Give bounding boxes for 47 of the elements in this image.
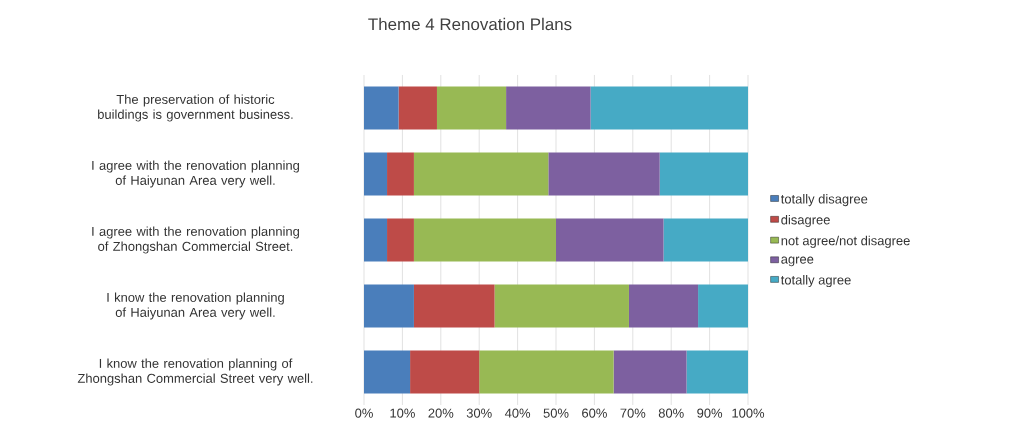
legend-label: disagree [781,214,830,227]
legend-label: agree [781,256,814,267]
chart-title: Theme 4 Renovation Plans [368,17,572,31]
x-tick-label: 100% [732,408,765,418]
x-tick-label: 40% [504,408,531,418]
bar [413,152,549,196]
bar [364,152,388,196]
legend-label: not agree/not disagree [781,235,910,248]
bar [698,284,749,328]
x-tick-label: 50% [543,408,569,418]
bar [556,218,664,262]
legend-label: totally disagree [780,194,868,207]
bar [413,284,495,328]
x-tick-label: 90% [697,408,723,418]
bar [364,284,414,328]
x-tick-label: 60% [582,408,607,418]
bar [494,284,629,328]
y-tick-label: I know the renovation planning of Zhongshan Commercial Street very well. [77,358,313,386]
x-tick-label: 70% [620,408,646,418]
bar [506,86,591,130]
y-tick-label: I agree with the renovation planning of Haiyunan Area very well. [92,160,300,188]
bar [479,350,614,394]
bar [436,86,507,130]
bar [364,218,388,262]
y-tick-label: The preservation of historic buildings is government business. [98,94,293,122]
bar [364,86,399,130]
x-tick-label: 10% [390,408,415,418]
bar [413,218,557,262]
bar [364,350,411,394]
y-tick-label: I agree with the renovation planning of Zhongshan Commercial Street. [92,226,300,254]
bar [387,218,414,262]
bar [659,152,749,196]
bar [663,218,749,262]
bar [686,350,749,394]
bar [613,350,687,394]
bar [628,284,699,328]
x-tick-label: 0% [355,408,373,418]
bar [398,86,437,130]
bar [548,152,660,196]
x-tick-label: 30% [466,408,492,418]
x-tick-label: 80% [658,408,684,418]
y-tick-label: I know the renovation planning of Haiyunan Area very well. [107,292,284,320]
bar [590,86,749,130]
legend-label: totally agree [780,275,851,288]
x-tick-label: 20% [428,408,454,418]
bar [410,350,480,394]
bar [387,152,414,196]
